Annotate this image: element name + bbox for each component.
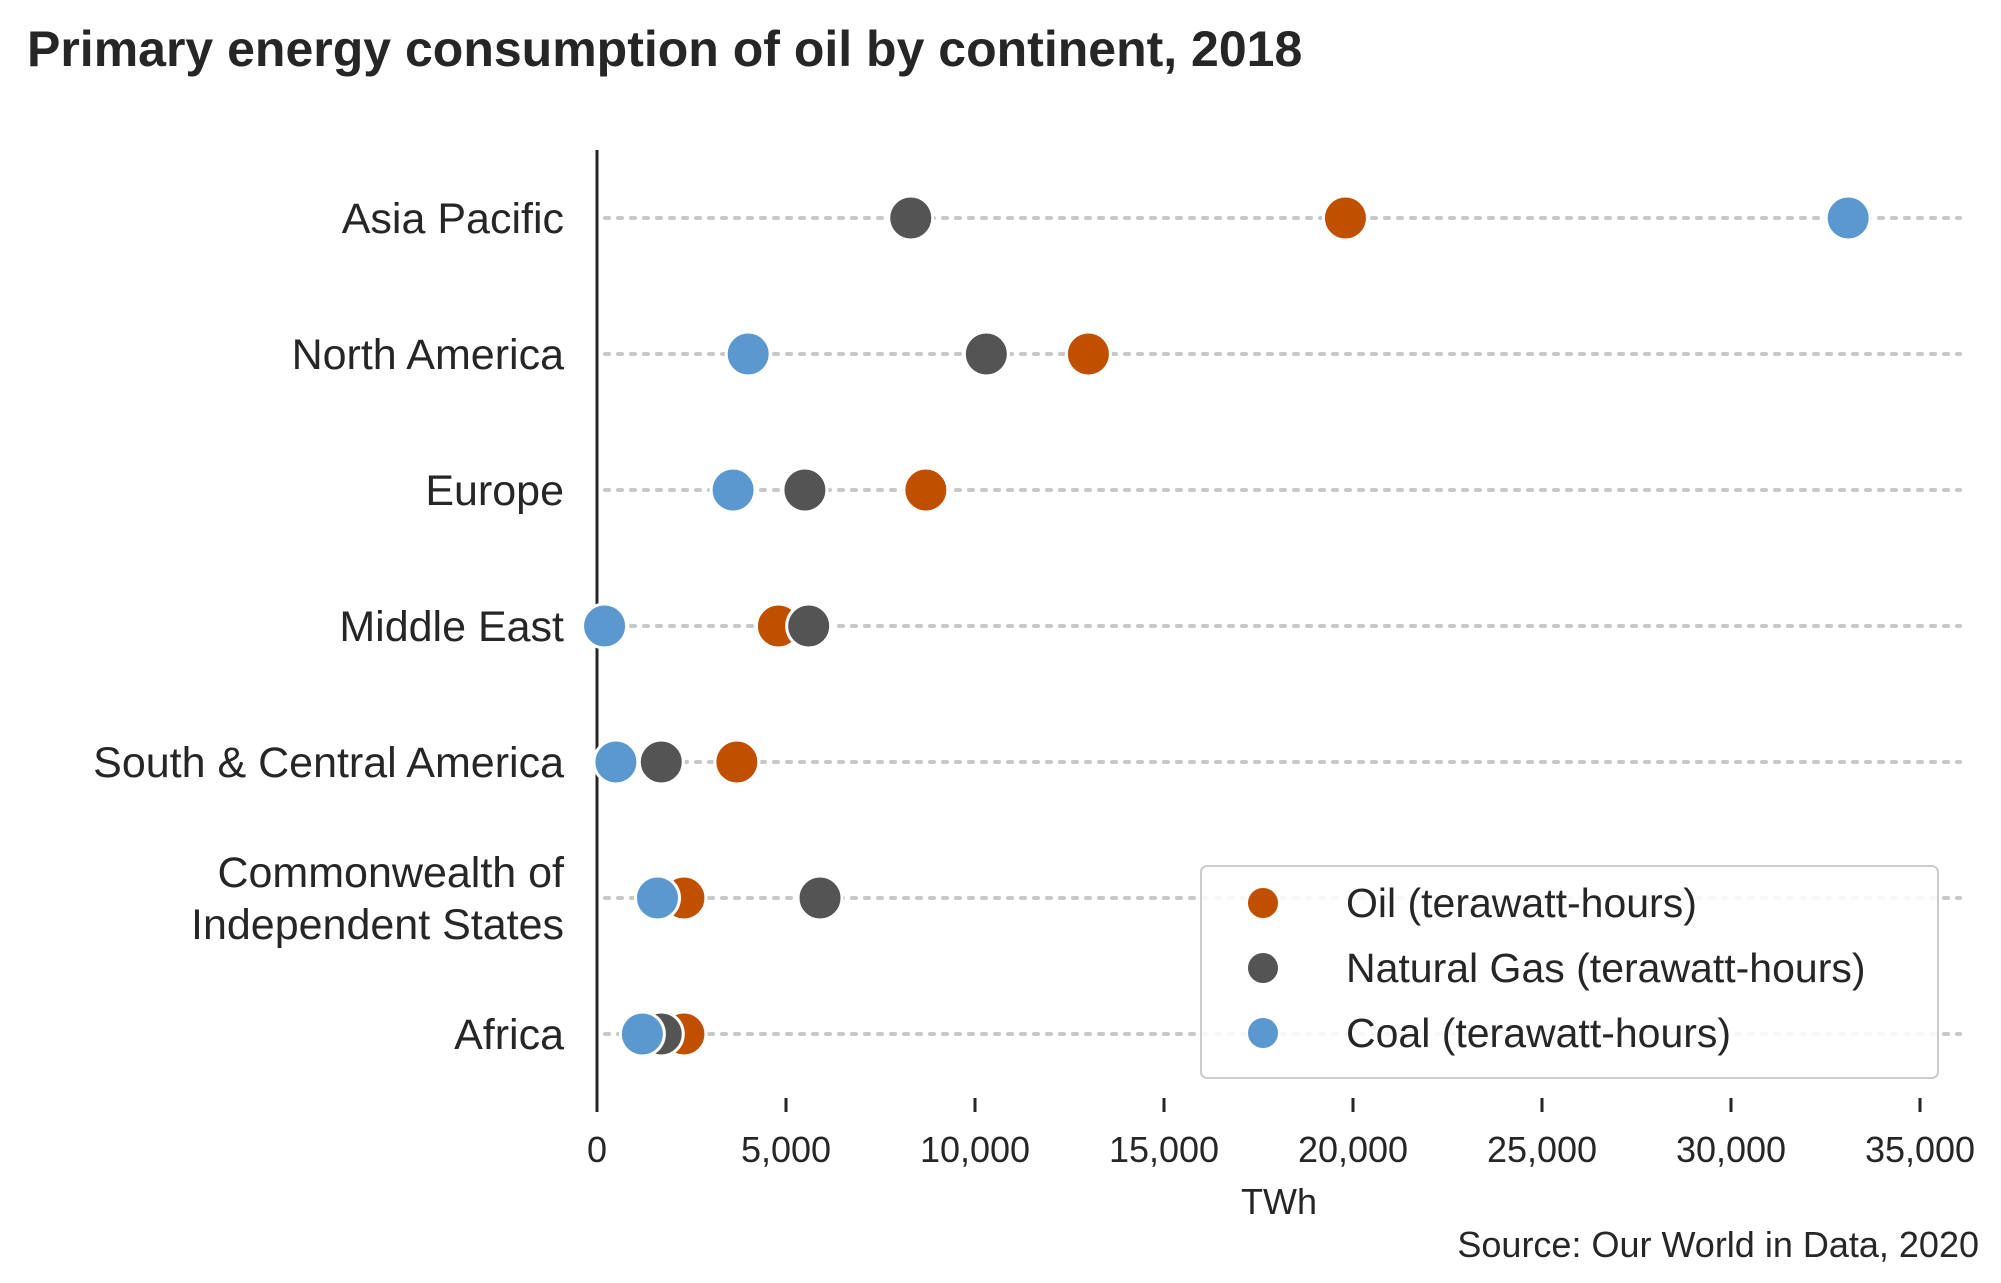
category-label: Middle East [339,603,564,651]
category-label: South & Central America [93,739,564,787]
point-coal [592,738,640,786]
point-coal [1824,194,1872,242]
chart-title: Primary energy consumption of oil by con… [27,21,1302,77]
source-note: Source: Our World in Data, 2020 [1457,1224,1979,1265]
x-tick-label: 25,000 [1487,1129,1597,1170]
point-coal [709,466,757,514]
category-label: Europe [425,467,564,515]
point-oil [713,738,761,786]
point-gas [962,330,1010,378]
legend: Oil (terawatt-hours) Natural Gas (terawat… [1200,865,1939,1079]
legend-marker-oil [1246,886,1280,920]
x-tick-label: 15,000 [1109,1129,1219,1170]
category-label: Independent States [191,901,564,949]
x-tick-label: 10,000 [920,1129,1030,1170]
point-gas [785,602,833,650]
x-tick-label: 5,000 [741,1129,831,1170]
data-points [581,194,1872,1058]
x-tick-label: 0 [587,1129,607,1170]
point-coal [633,874,681,922]
category-label: Commonwealth of [217,849,565,897]
point-oil [1321,194,1369,242]
point-coal [618,1010,666,1058]
point-coal [724,330,772,378]
legend-label: Coal (terawatt-hours) [1346,1010,1731,1056]
category-label: Asia Pacific [342,195,564,243]
legend-label: Natural Gas (terawatt-hours) [1346,945,1866,991]
category-label: North America [292,331,565,379]
legend-label: Oil (terawatt-hours) [1346,880,1697,926]
point-oil [902,466,950,514]
point-coal [581,602,629,650]
x-axis: 0 5,000 10,000 15,000 20,000 25,000 30,000 35,0… [587,1098,1975,1170]
x-axis-title: TWh [1241,1181,1317,1222]
point-oil [1064,330,1112,378]
x-tick-label: 20,000 [1298,1129,1408,1170]
x-tick-label: 35,000 [1865,1129,1975,1170]
point-gas [781,466,829,514]
x-tick-label: 30,000 [1676,1129,1786,1170]
legend-marker-coal [1246,1016,1280,1050]
category-labels: Asia Pacific North America Europe Middle Ea… [93,195,565,1059]
point-gas [796,874,844,922]
legend-box [1200,865,1939,1079]
point-gas [637,738,685,786]
legend-marker-gas [1246,951,1280,985]
point-gas [887,194,935,242]
category-label: Africa [454,1011,564,1059]
